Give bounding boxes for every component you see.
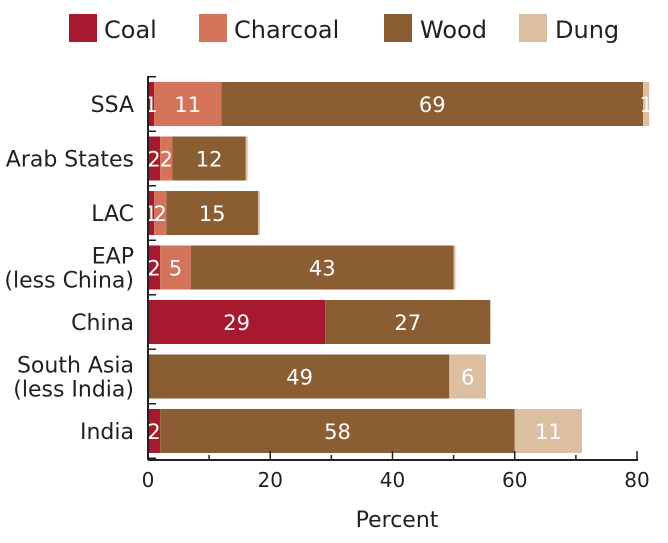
data-label: 27 [394, 311, 421, 335]
legend-label-charcoal: Charcoal [234, 16, 339, 44]
bar-segment [172, 136, 246, 181]
bar-segment [449, 354, 487, 399]
category-label: LAC [91, 202, 134, 227]
category-labels: SSA Arab States LAC EAP (less China) China Sou… [4, 93, 134, 445]
data-label: 29 [223, 311, 250, 335]
bar-segment [453, 245, 456, 290]
legend-swatch-dung [519, 14, 547, 42]
data-label: 58 [324, 420, 351, 444]
legend-label-wood: Wood [420, 16, 487, 44]
bar-segment [148, 300, 326, 344]
category-label: Arab States [6, 148, 134, 173]
legend-label-dung: Dung [555, 16, 619, 44]
category-label: India [80, 420, 134, 445]
data-label: 2 [147, 420, 160, 444]
data-label: 43 [309, 257, 336, 281]
bar-segment [160, 245, 191, 290]
bar-segment [148, 409, 161, 453]
bar-segment [166, 191, 259, 235]
bar-segment [154, 191, 167, 235]
bar-segment [221, 82, 644, 126]
category-label: EAP (less China) [4, 245, 134, 294]
data-label: 12 [196, 148, 223, 172]
bar-segment [148, 82, 155, 126]
category-label: South Asia (less India) [13, 354, 134, 403]
data-label: 2 [154, 202, 167, 226]
category-label: China [71, 311, 134, 336]
data-label: 15 [199, 202, 226, 226]
bar-segment [149, 354, 450, 399]
bar-segment [325, 300, 491, 344]
x-axis: 0 20 40 60 80 [142, 76, 650, 492]
data-label: 2 [147, 257, 160, 281]
legend: Coal Charcoal Wood Dung [69, 14, 619, 44]
data-label: 5 [169, 257, 182, 281]
bar-segment [245, 136, 248, 181]
x-tick-label: 20 [258, 468, 283, 492]
data-label: 2 [147, 148, 160, 172]
bar-segment [148, 191, 155, 235]
bar-segment [258, 191, 260, 235]
x-axis-title: Percent [356, 508, 439, 533]
data-label: 11 [174, 93, 201, 117]
category-label: SSA [91, 93, 134, 118]
data-label: 69 [419, 93, 446, 117]
data-label: 1 [144, 93, 157, 117]
x-tick-label: 80 [624, 468, 649, 492]
bar-segment [160, 136, 173, 181]
x-tick-label: 0 [142, 468, 155, 492]
bar-segment [154, 82, 222, 126]
x-tick-label: 60 [502, 468, 527, 492]
data-label: 6 [461, 366, 474, 390]
legend-label-coal: Coal [104, 16, 157, 44]
bars [148, 82, 650, 453]
legend-swatch-coal [69, 14, 97, 42]
x-tick-label: 40 [380, 468, 405, 492]
bar-segment [190, 245, 454, 290]
legend-swatch-wood [384, 14, 412, 42]
data-label: 11 [535, 420, 562, 444]
data-label: 49 [286, 366, 313, 390]
bar-segment [514, 409, 582, 453]
bar-segment [160, 409, 515, 453]
bar-segment [148, 245, 161, 290]
bar-segment [148, 136, 161, 181]
data-label: 2 [160, 148, 173, 172]
bar-segment [643, 82, 650, 126]
legend-swatch-charcoal [199, 14, 227, 42]
data-label: 1 [639, 93, 652, 117]
